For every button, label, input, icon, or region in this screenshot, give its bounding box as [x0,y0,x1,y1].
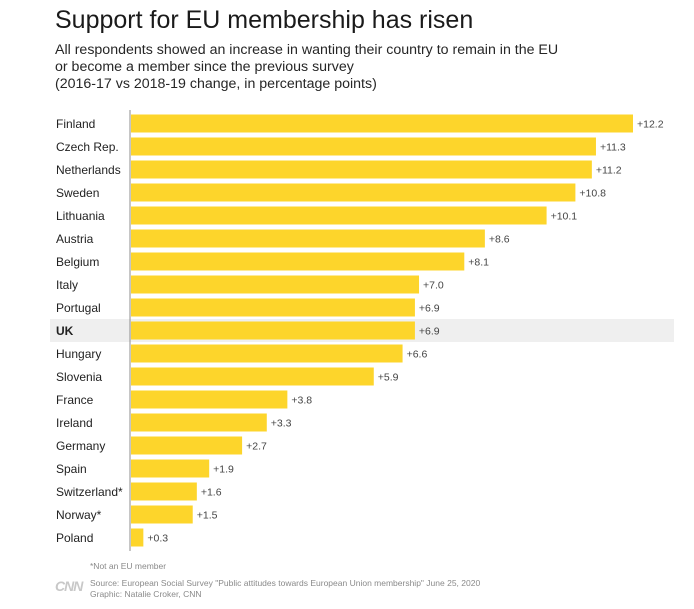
bar [131,436,243,455]
value-label: +6.9 [419,326,440,338]
value-label: +1.6 [201,487,222,499]
chart-subtitle: All respondents showed an increase in wa… [55,42,558,93]
bar [131,505,193,524]
bar-chart: Finland +12.2 Czech Rep. +11.3 Netherlands +1… [50,110,674,551]
credit-text: Graphic: Natalie Croker, CNN [90,588,202,599]
bar [131,344,403,363]
bar [131,229,485,248]
bar [131,114,633,133]
cnn-logo: CNN [55,578,83,594]
bar [131,413,267,432]
bar [131,160,592,179]
bar [131,252,465,271]
value-label: +6.6 [407,349,428,361]
category-label: Hungary [56,347,101,361]
value-label: +1.9 [213,464,234,476]
bar [131,275,420,294]
bar [131,183,576,202]
value-label: +10.1 [551,211,578,223]
category-label: Czech Rep. [56,140,119,154]
bar [131,459,210,478]
value-label: +6.9 [419,303,440,315]
bar [131,528,144,547]
bar [131,321,415,340]
category-label: Finland [56,117,95,131]
category-label: Poland [56,531,93,545]
category-label: Ireland [56,416,93,430]
category-label: Netherlands [56,163,121,177]
category-label: UK [56,324,74,338]
category-label: Italy [56,278,78,292]
category-label: Sweden [56,186,99,200]
value-label: +5.9 [378,372,399,384]
category-label: Norway* [56,508,102,522]
category-label: Slovenia [56,370,102,384]
value-label: +8.1 [468,257,489,269]
bar [131,390,288,409]
bar [131,206,547,225]
footnote: *Not an EU member [90,561,167,571]
value-label: +12.2 [637,119,664,131]
value-label: +0.3 [147,533,168,545]
value-label: +1.5 [197,510,218,522]
value-label: +11.2 [596,165,622,177]
category-label: Belgium [56,255,99,269]
value-label: +7.0 [423,280,444,292]
subtitle-line-2: or become a member since the previous su… [55,59,354,75]
subtitle-line-1: All respondents showed an increase in wa… [55,42,559,58]
value-label: +8.6 [489,234,510,246]
category-label: Portugal [56,301,101,315]
bar [131,298,415,317]
category-label: Germany [56,439,105,453]
category-label: Austria [56,232,94,246]
source-block: Source: European Social Survey "Public a… [90,578,480,599]
category-label: Switzerland* [56,485,123,499]
value-label: +11.3 [600,142,626,154]
chart-title: Support for EU membership has risen [55,6,474,34]
category-label: Lithuania [56,209,105,223]
category-label: Spain [56,462,87,476]
category-label: France [56,393,94,407]
value-label: +3.3 [271,418,292,430]
bar [131,137,596,156]
value-label: +3.8 [291,395,312,407]
value-label: +2.7 [246,441,267,453]
bar [131,367,374,386]
bar [131,482,197,501]
subtitle-line-3: (2016-17 vs 2018-19 change, in percentag… [55,76,377,92]
value-label: +10.8 [579,188,606,200]
source-text: Source: European Social Survey "Public a… [90,578,481,588]
